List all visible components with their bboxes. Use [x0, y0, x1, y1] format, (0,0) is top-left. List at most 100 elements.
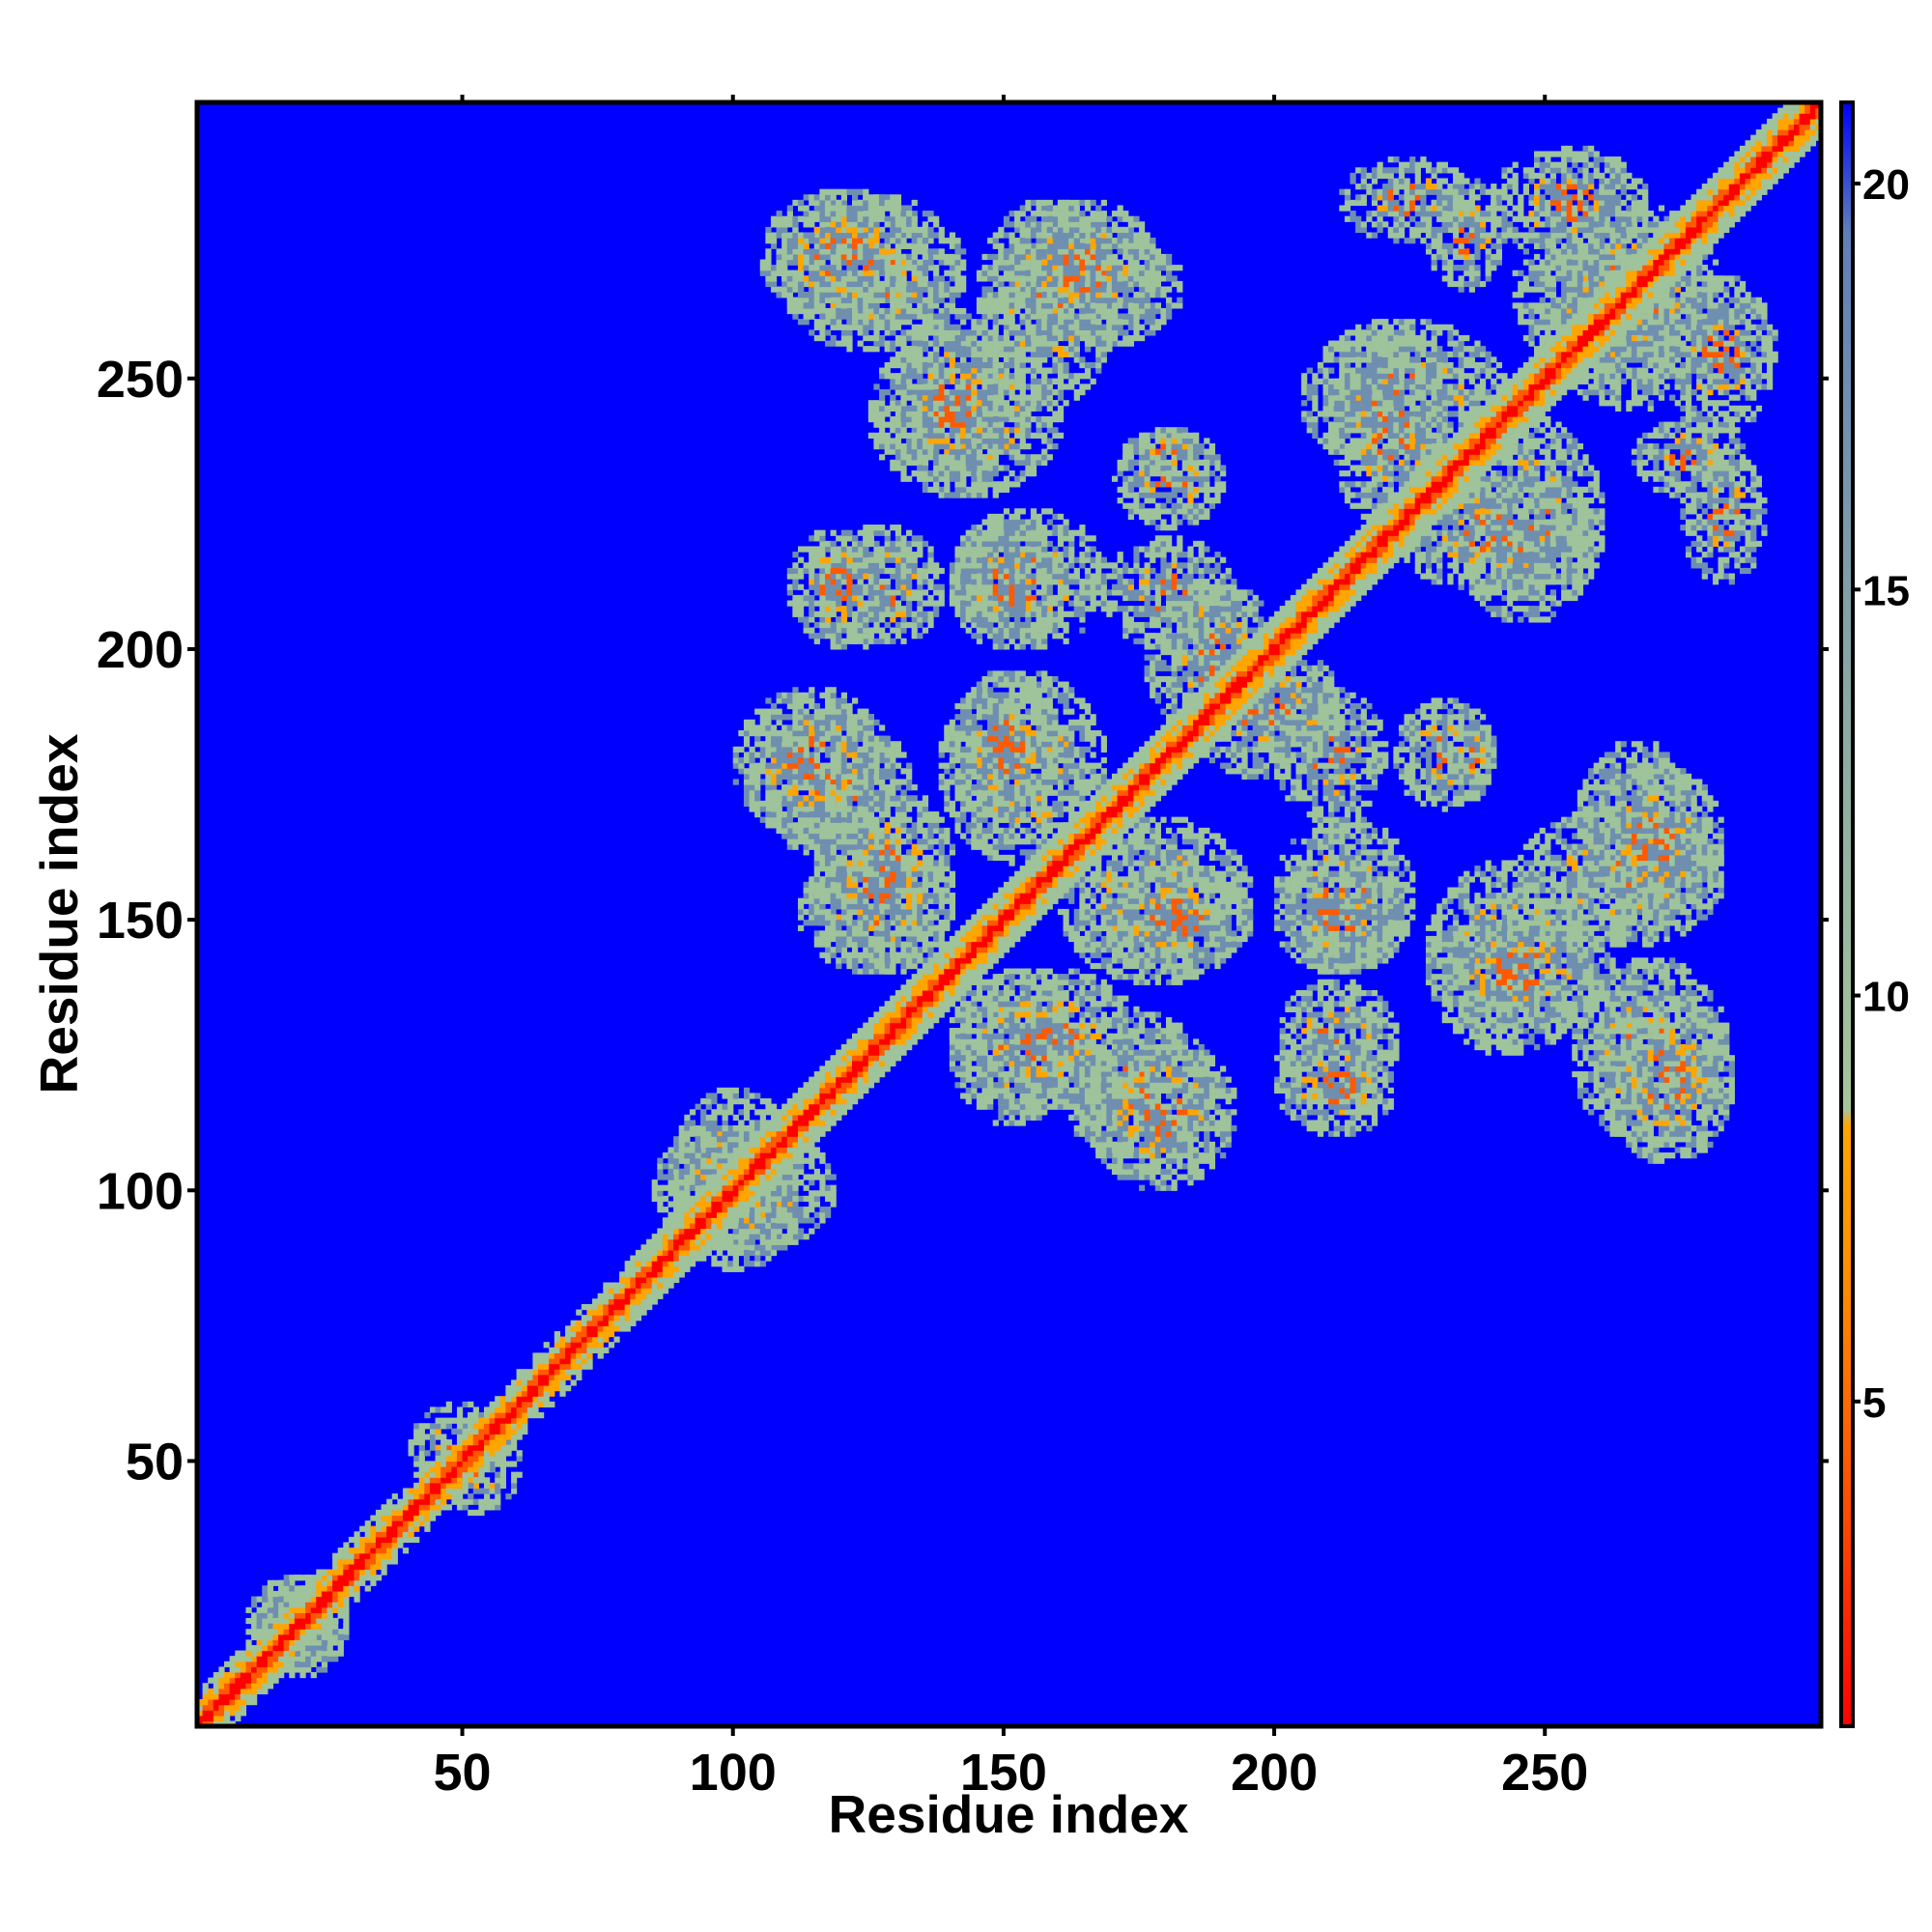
heatmap-cell: [771, 1223, 777, 1229]
heatmap-cell: [733, 1093, 739, 1098]
heatmap-cell: [696, 1185, 701, 1191]
heatmap-cell: [792, 1239, 798, 1245]
heatmap-cell: [814, 1174, 820, 1179]
heatmap-cell: [819, 1190, 825, 1196]
heatmap-cell: [777, 1185, 782, 1191]
heatmap-cell: [798, 1207, 804, 1212]
heatmap-cell: [409, 1439, 414, 1445]
heatmap-cell: [490, 1504, 496, 1510]
heatmap-cell: [468, 1499, 473, 1505]
heatmap-cell: [663, 1174, 668, 1179]
heatmap-cell: [804, 1212, 810, 1218]
heatmap-cell: [798, 1179, 804, 1185]
heatmap-cell: [723, 1261, 728, 1266]
heatmap-cell: [679, 1201, 685, 1207]
heatmap-cell: [738, 1228, 744, 1234]
heatmap-cell: [1626, 1088, 1632, 1094]
heatmap-cell: [792, 1174, 798, 1179]
heatmap-cell: [738, 1266, 744, 1272]
heatmap-cell: [690, 1142, 696, 1148]
heatmap-cell: [316, 1666, 322, 1672]
heatmap-cell: [706, 1104, 712, 1110]
heatmap-cell: [727, 1088, 733, 1094]
heatmap-cell: [771, 1190, 777, 1196]
heatmap-cell: [771, 1239, 777, 1245]
heatmap-cell: [831, 1201, 837, 1207]
heatmap-cell: [679, 1125, 685, 1131]
heatmap-cell: [809, 1147, 814, 1152]
heatmap-cell: [463, 1499, 469, 1505]
heatmap-cell: [657, 1196, 663, 1202]
heatmap-cell: [663, 1207, 668, 1212]
heatmap-cell: [777, 1234, 782, 1239]
heatmap-cell: [814, 1212, 820, 1218]
heatmap-cell: [262, 1629, 268, 1634]
heatmap-cell: [765, 1217, 771, 1223]
heatmap-cell: [257, 1597, 263, 1603]
heatmap-cell: [468, 1483, 473, 1489]
heatmap-cell: [700, 1131, 706, 1137]
heatmap-cell: [284, 1602, 290, 1607]
heatmap-cell: [463, 1402, 469, 1407]
heatmap-cell: [278, 1602, 284, 1607]
heatmap-cell: [484, 1477, 490, 1483]
heatmap-cell: [798, 1169, 804, 1175]
heatmap-cell: [717, 1244, 723, 1250]
heatmap-cell: [804, 1217, 810, 1223]
heatmap-cell: [717, 1109, 723, 1115]
heatmap-cell: [777, 1207, 782, 1212]
heatmap-cell: [738, 1120, 744, 1125]
heatmap-cell: [257, 1624, 263, 1630]
heatmap-cell: [733, 1266, 739, 1272]
heatmap-cell: [765, 1223, 771, 1229]
heatmap-cell: [738, 1136, 744, 1142]
heatmap-cell: [1594, 1088, 1600, 1094]
heatmap-cell: [424, 1423, 430, 1429]
heatmap-cell: [668, 1185, 673, 1191]
heatmap-cell: [804, 1207, 810, 1212]
heatmap-cell: [727, 1147, 733, 1152]
heatmap-cell: [754, 1207, 760, 1212]
heatmap-cell: [723, 1093, 728, 1098]
heatmap-cell: [327, 1656, 332, 1662]
heatmap-cell: [744, 1261, 750, 1266]
heatmap-cell: [723, 1256, 728, 1262]
heatmap-cell: [765, 1201, 771, 1207]
heatmap-cell: [657, 1163, 663, 1169]
heatmap-cell: [668, 1201, 673, 1207]
heatmap-cell: [727, 1239, 733, 1245]
heatmap-cell: [777, 1190, 782, 1196]
heatmap-cell: [1680, 1115, 1686, 1121]
heatmap-cell: [690, 1147, 696, 1152]
heatmap-cell: [284, 1585, 290, 1591]
heatmap-cell: [727, 1142, 733, 1148]
heatmap-cell: [809, 1201, 814, 1207]
heatmap-cell: [711, 1120, 717, 1125]
heatmap-cell: [468, 1510, 473, 1516]
heatmap-cell: [679, 1185, 685, 1191]
heatmap-cell: [765, 1234, 771, 1239]
heatmap-cell: [781, 1244, 787, 1250]
heatmap-cell: [733, 1098, 739, 1104]
heatmap-cell: [717, 1250, 723, 1256]
heatmap-cell: [771, 1109, 777, 1115]
heatmap-cell: [809, 298, 814, 303]
heatmap-cell: [798, 1234, 804, 1239]
heatmap-cell: [804, 1174, 810, 1179]
heatmap-cell: [430, 1439, 436, 1445]
heatmap-cell: [787, 1228, 793, 1234]
heatmap-cell: [299, 1672, 305, 1678]
heatmap-cell: [706, 1136, 712, 1142]
heatmap-cell: [831, 302, 837, 308]
heatmap-cell: [760, 1239, 766, 1245]
heatmap-cell: [311, 1662, 317, 1667]
heatmap-cell: [733, 1250, 739, 1256]
heatmap-cell: [484, 1488, 490, 1493]
heatmap-cell: [468, 1493, 473, 1499]
heatmap-cell: [744, 1093, 750, 1098]
heatmap-cell: [771, 1212, 777, 1218]
heatmap-cell: [814, 1223, 820, 1229]
heatmap-cell: [711, 1125, 717, 1131]
heatmap-cell: [738, 1131, 744, 1137]
heatmap-cell: [781, 1234, 787, 1239]
